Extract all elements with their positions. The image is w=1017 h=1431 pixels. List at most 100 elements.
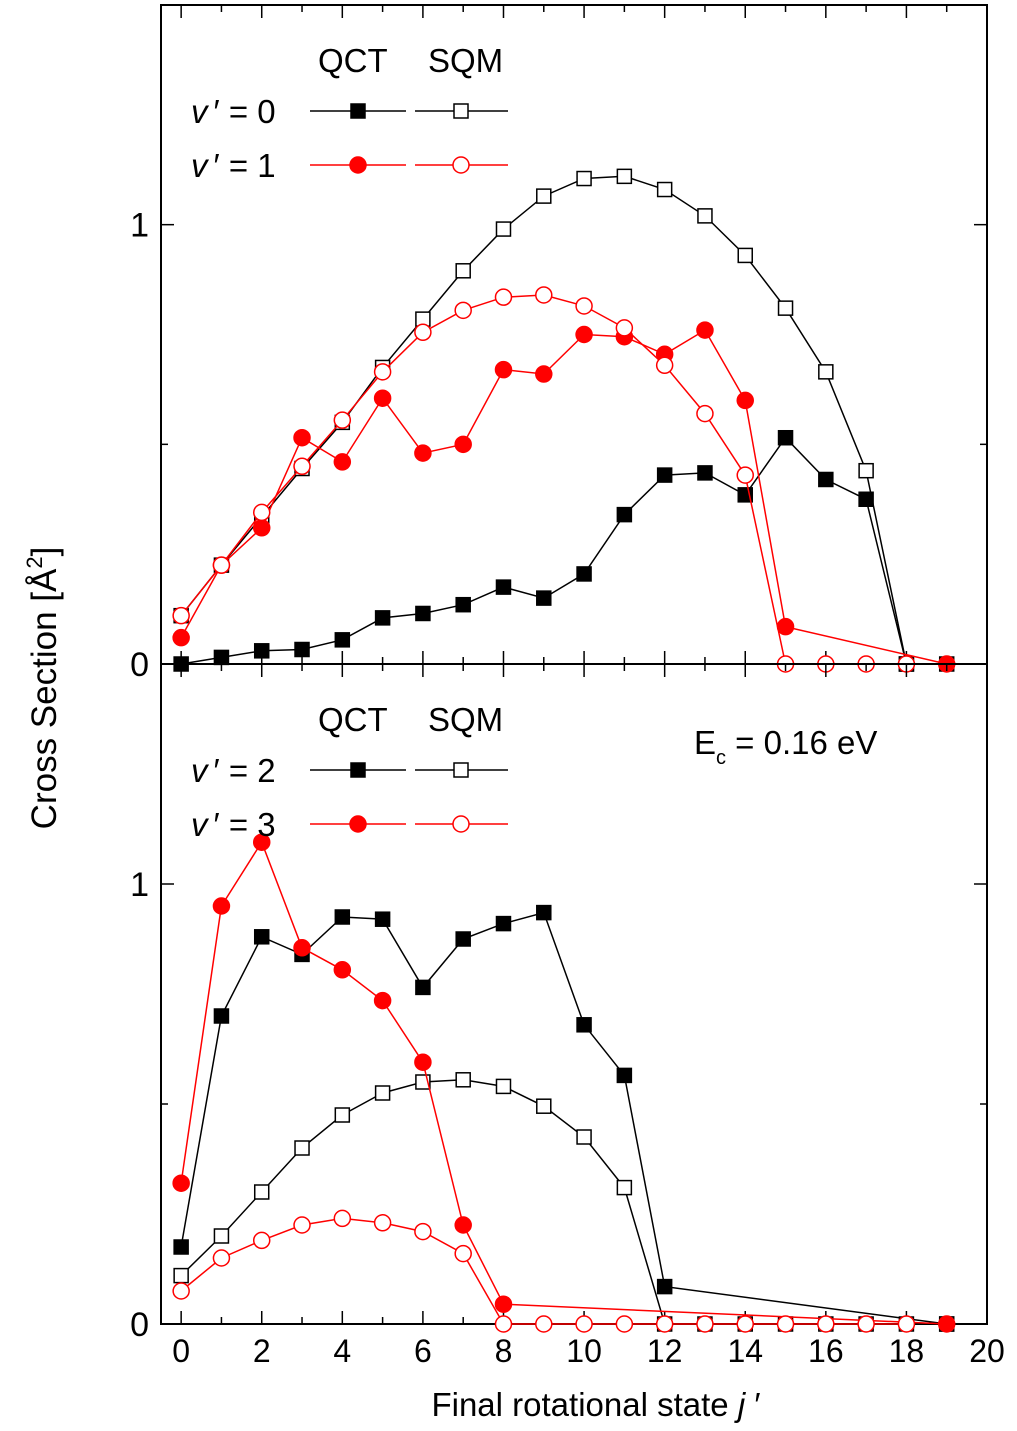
data-point xyxy=(536,904,552,921)
data-point xyxy=(212,556,231,574)
data-point xyxy=(495,1078,512,1095)
data-point xyxy=(455,1072,471,1088)
series-line xyxy=(180,1079,947,1325)
data-point xyxy=(173,1267,189,1284)
series-line xyxy=(180,1217,907,1325)
data-point xyxy=(334,1107,351,1123)
legend-label: v ′ = 0 xyxy=(191,93,276,130)
data-point xyxy=(173,1239,189,1255)
data-point xyxy=(373,991,392,1010)
x-tick-label: 18 xyxy=(889,1333,925,1369)
data-point xyxy=(415,605,431,622)
y-tick-label: 1 xyxy=(130,207,149,245)
data-point xyxy=(293,457,311,476)
y-axis-label: Cross Section [Å2] xyxy=(22,547,64,830)
data-point xyxy=(737,247,753,264)
series-qct-3 xyxy=(172,833,956,1333)
data-point xyxy=(535,1315,553,1333)
data-point xyxy=(656,467,673,483)
legend-header-sqm: SQM xyxy=(428,701,503,738)
series-qct-0 xyxy=(173,429,955,672)
series-sqm-3 xyxy=(172,1209,916,1333)
legend-header-qct: QCT xyxy=(318,701,388,738)
data-point xyxy=(696,1315,714,1333)
data-point xyxy=(414,1222,432,1241)
legend-marker-qct xyxy=(350,103,366,119)
data-point xyxy=(333,453,352,471)
data-point xyxy=(455,931,471,947)
data-point xyxy=(455,263,471,279)
data-point xyxy=(252,833,271,851)
data-point xyxy=(333,411,352,429)
data-point xyxy=(776,617,795,636)
data-point xyxy=(374,610,391,626)
data-point xyxy=(414,1053,432,1071)
data-point xyxy=(334,909,351,925)
data-point xyxy=(373,1214,392,1232)
data-point xyxy=(616,506,633,523)
data-point xyxy=(253,1184,270,1200)
x-tick-label: 10 xyxy=(566,1333,602,1369)
data-point xyxy=(293,939,311,957)
data-point xyxy=(293,428,311,447)
legend-header-qct: QCT xyxy=(318,42,388,79)
data-point xyxy=(858,491,874,507)
data-point xyxy=(897,1315,916,1333)
x-tick-label: 16 xyxy=(808,1333,844,1369)
series-sqm-2 xyxy=(173,1072,955,1332)
data-point xyxy=(616,168,633,185)
legend-marker-sqm xyxy=(453,762,469,778)
data-point xyxy=(494,360,513,379)
data-point xyxy=(333,1209,352,1228)
data-point xyxy=(575,1315,593,1333)
x-tick-label: 4 xyxy=(333,1333,351,1369)
data-point xyxy=(697,208,713,224)
legend-marker-qct xyxy=(349,156,367,174)
data-point xyxy=(414,323,432,342)
data-point xyxy=(858,462,874,479)
data-point xyxy=(495,915,512,932)
legend-label: v ′ = 3 xyxy=(191,806,276,843)
data-point xyxy=(656,181,673,198)
data-point xyxy=(334,632,351,648)
series-line xyxy=(180,294,907,665)
data-point xyxy=(294,1140,310,1156)
data-point xyxy=(736,391,754,410)
series-qct-1 xyxy=(172,321,956,673)
data-point xyxy=(212,897,231,915)
data-point xyxy=(576,1017,592,1033)
data-point xyxy=(293,1216,311,1234)
legend-marker-sqm xyxy=(453,103,469,119)
y-tick-label: 0 xyxy=(130,1306,149,1344)
x-tick-label: 0 xyxy=(172,1333,190,1369)
data-point xyxy=(576,1129,592,1145)
legend-marker-qct xyxy=(349,815,367,833)
data-point xyxy=(172,628,190,647)
data-point xyxy=(495,579,512,595)
data-point xyxy=(776,1315,795,1333)
data-point xyxy=(857,1315,875,1333)
data-point xyxy=(252,1231,271,1250)
data-point xyxy=(454,1244,472,1263)
data-point xyxy=(374,911,391,927)
data-point xyxy=(696,404,714,423)
data-point xyxy=(253,929,270,945)
y-tick-label: 0 xyxy=(130,646,149,684)
data-point xyxy=(213,1008,230,1024)
x-tick-label: 2 xyxy=(253,1333,271,1369)
data-point xyxy=(817,1315,835,1333)
data-point xyxy=(736,1315,754,1333)
series-line xyxy=(180,329,947,665)
data-point xyxy=(777,429,794,446)
data-point xyxy=(294,641,310,658)
data-point xyxy=(252,519,271,537)
data-point xyxy=(454,301,472,320)
legend-marker-qct xyxy=(350,762,366,778)
data-point xyxy=(818,364,834,380)
data-point xyxy=(373,363,392,381)
data-point xyxy=(536,590,552,606)
data-point xyxy=(494,1315,513,1333)
data-point xyxy=(536,1098,552,1114)
legend-header-sqm: SQM xyxy=(428,42,503,79)
